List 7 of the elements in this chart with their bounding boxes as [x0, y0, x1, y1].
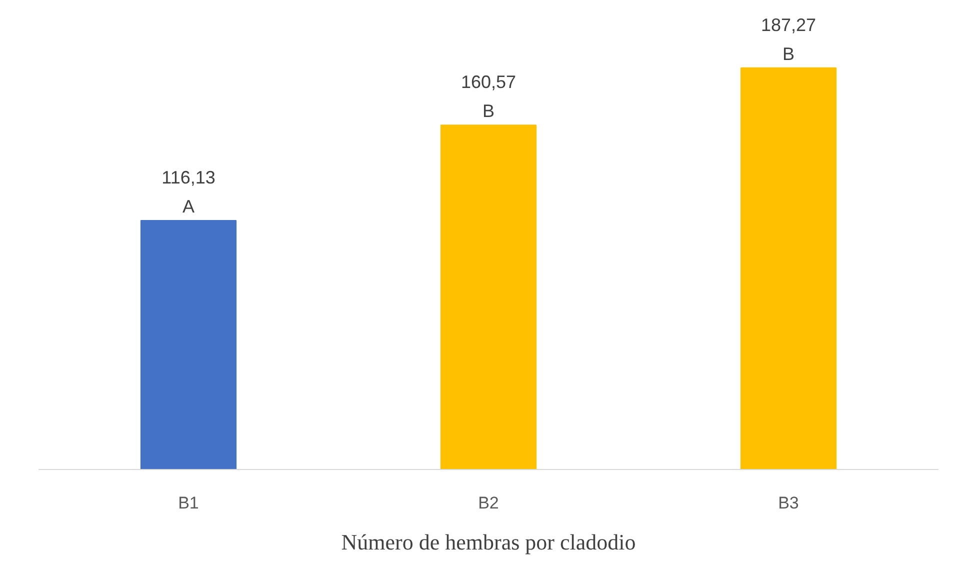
data-label: 116,13 A [162, 167, 216, 216]
data-label: 160,57 B [460, 72, 516, 122]
x-tick-label: B3 [778, 494, 799, 512]
x-axis-title: Número de hembras por cladodio [341, 530, 636, 554]
x-tick-label: B1 [178, 494, 199, 512]
x-tick-label: B2 [478, 494, 499, 512]
data-label: 187,27 B [760, 14, 816, 64]
